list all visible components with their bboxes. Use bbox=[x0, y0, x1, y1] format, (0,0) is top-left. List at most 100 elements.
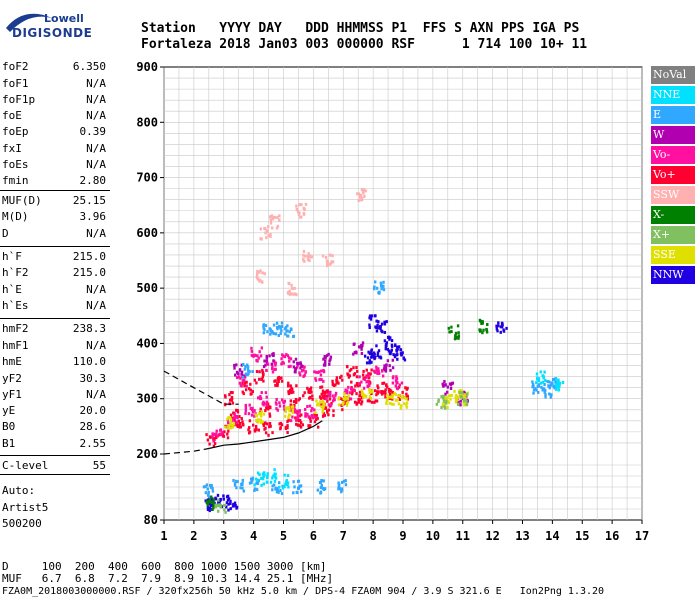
data-point bbox=[265, 406, 268, 410]
data-point bbox=[299, 373, 302, 377]
data-point bbox=[367, 381, 371, 385]
data-point bbox=[279, 427, 282, 431]
data-point bbox=[202, 485, 206, 489]
logo-line1: Lowell bbox=[44, 12, 84, 25]
data-point bbox=[277, 333, 280, 337]
data-point bbox=[340, 374, 343, 378]
profile-curve bbox=[208, 420, 323, 450]
data-point bbox=[233, 501, 237, 505]
data-point bbox=[345, 365, 349, 369]
data-point bbox=[251, 423, 255, 427]
param-key: h`F bbox=[2, 250, 22, 263]
data-point bbox=[228, 398, 232, 402]
data-point bbox=[314, 377, 317, 381]
data-point bbox=[326, 264, 329, 268]
data-point bbox=[286, 354, 290, 358]
data-point bbox=[264, 409, 267, 413]
data-point bbox=[370, 314, 374, 318]
data-point bbox=[320, 403, 323, 407]
data-point bbox=[370, 368, 373, 372]
data-point bbox=[321, 407, 325, 411]
data-point bbox=[293, 408, 296, 412]
data-point bbox=[209, 435, 212, 439]
data-point bbox=[226, 436, 230, 440]
legend-item-sse: SSE bbox=[651, 246, 695, 264]
data-point bbox=[207, 490, 210, 494]
data-point bbox=[454, 331, 458, 335]
data-point bbox=[390, 348, 393, 352]
data-point bbox=[401, 351, 404, 355]
data-point bbox=[358, 383, 361, 387]
data-point bbox=[363, 393, 366, 397]
data-point bbox=[253, 487, 257, 491]
data-point bbox=[291, 287, 294, 291]
data-point bbox=[374, 280, 377, 284]
data-point bbox=[258, 412, 261, 416]
data-point bbox=[314, 411, 317, 415]
data-point bbox=[362, 369, 365, 373]
data-point bbox=[481, 320, 484, 324]
data-point bbox=[360, 352, 364, 356]
data-point bbox=[391, 393, 394, 397]
data-point bbox=[257, 420, 260, 424]
data-point bbox=[262, 471, 266, 475]
data-point bbox=[229, 426, 232, 430]
data-point bbox=[292, 390, 295, 394]
data-point bbox=[209, 503, 213, 507]
data-point bbox=[290, 283, 293, 287]
param-h-f: h`F 215.0 bbox=[2, 250, 106, 266]
data-point bbox=[307, 390, 310, 394]
data-point bbox=[536, 376, 539, 380]
data-point bbox=[334, 383, 337, 387]
data-point bbox=[456, 395, 459, 399]
data-point bbox=[307, 388, 310, 392]
data-point bbox=[206, 507, 210, 511]
data-point bbox=[441, 404, 444, 408]
data-point bbox=[360, 345, 363, 349]
data-point bbox=[259, 418, 262, 422]
data-point bbox=[229, 391, 233, 395]
data-point bbox=[320, 479, 324, 483]
data-point bbox=[535, 388, 538, 392]
data-point bbox=[391, 381, 395, 385]
data-point bbox=[236, 480, 239, 484]
data-point bbox=[235, 370, 239, 374]
data-point bbox=[277, 481, 281, 485]
data-point bbox=[285, 353, 288, 357]
data-point bbox=[229, 417, 233, 421]
data-point bbox=[290, 386, 293, 390]
data-point bbox=[280, 398, 284, 402]
data-point bbox=[251, 390, 255, 394]
data-point bbox=[208, 506, 212, 510]
data-point bbox=[276, 384, 279, 388]
data-point bbox=[363, 354, 367, 358]
data-point bbox=[278, 214, 281, 218]
data-point bbox=[319, 373, 323, 377]
data-point bbox=[369, 317, 373, 321]
data-point bbox=[278, 218, 281, 222]
data-point bbox=[459, 399, 462, 403]
data-point bbox=[327, 413, 330, 417]
data-point bbox=[306, 404, 309, 408]
data-point bbox=[282, 401, 286, 405]
data-point bbox=[320, 483, 323, 487]
data-point bbox=[238, 424, 241, 428]
data-point bbox=[251, 406, 254, 410]
data-point bbox=[360, 400, 364, 404]
data-point bbox=[235, 363, 238, 367]
data-point bbox=[327, 403, 331, 407]
data-point bbox=[265, 368, 268, 372]
data-point bbox=[257, 479, 260, 483]
data-point bbox=[296, 423, 300, 427]
data-point bbox=[361, 392, 365, 396]
data-point bbox=[497, 321, 500, 325]
data-point bbox=[240, 417, 243, 421]
param-value: N/A bbox=[86, 109, 106, 122]
data-point bbox=[368, 352, 372, 356]
data-point bbox=[442, 399, 446, 403]
data-point bbox=[326, 399, 329, 403]
data-point bbox=[376, 351, 380, 355]
data-point bbox=[303, 365, 306, 369]
data-point bbox=[302, 206, 305, 210]
data-point bbox=[235, 505, 239, 509]
